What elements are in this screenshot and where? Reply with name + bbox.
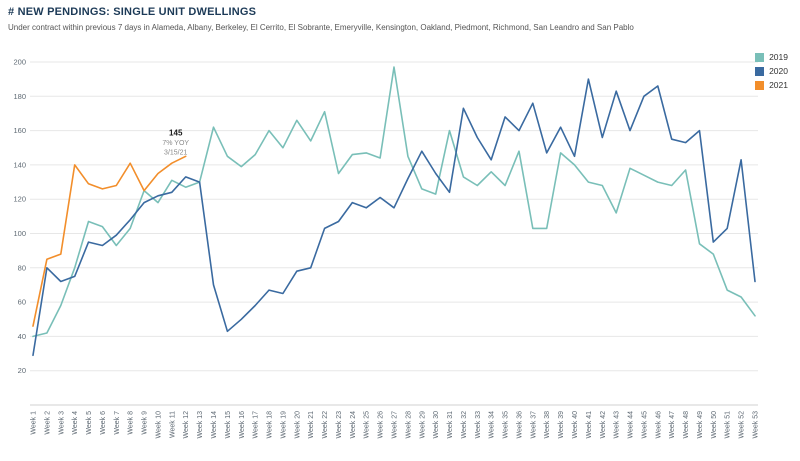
- x-tick-label: Week 21: [308, 411, 315, 439]
- x-tick-label: Week 15: [225, 411, 232, 439]
- x-tick-label: Week 13: [197, 411, 204, 439]
- x-tick-label: Week 34: [489, 411, 496, 439]
- x-tick-label: Week 19: [280, 411, 287, 439]
- annotation-date: 3/15/21: [164, 149, 187, 156]
- y-tick-label: 200: [13, 58, 26, 67]
- x-tick-label: Week 17: [253, 411, 260, 439]
- chart-subtitle: Under contract within previous 7 days in…: [8, 23, 634, 32]
- x-tick-label: Week 50: [711, 411, 718, 439]
- legend-item-2020[interactable]: 2020: [755, 66, 788, 76]
- x-tick-label: Week 47: [669, 411, 676, 439]
- legend-label-2020: 2020: [769, 66, 788, 76]
- legend-label-2019: 2019: [769, 52, 788, 62]
- x-tick-label: Week 38: [544, 411, 551, 439]
- y-tick-label: 80: [18, 263, 26, 272]
- series-line-2020[interactable]: [32, 78, 756, 357]
- x-tick-label: Week 33: [475, 411, 482, 439]
- x-tick-label: Week 8: [128, 411, 135, 435]
- x-tick-label: Week 35: [503, 411, 510, 439]
- x-tick-label: Week 20: [294, 411, 301, 439]
- x-tick-label: Week 7: [114, 411, 121, 435]
- x-tick-label: Week 11: [169, 411, 176, 438]
- x-tick-label: Week 41: [586, 411, 593, 439]
- x-tick-label: Week 44: [628, 411, 635, 439]
- y-tick-label: 100: [13, 229, 26, 238]
- x-tick-label: Week 9: [142, 411, 149, 435]
- x-tick-label: Week 12: [183, 411, 190, 439]
- legend-item-2021[interactable]: 2021: [755, 80, 788, 90]
- x-tick-label: Week 51: [725, 411, 732, 439]
- x-tick-label: Week 27: [392, 411, 399, 439]
- legend-swatch-2019: [755, 52, 765, 62]
- x-tick-label: Week 1: [31, 411, 38, 435]
- x-tick-label: Week 25: [364, 411, 371, 439]
- x-tick-label: Week 2: [44, 411, 51, 435]
- x-tick-label: Week 26: [378, 411, 385, 439]
- y-tick-label: 180: [13, 92, 26, 101]
- y-tick-label: 40: [18, 332, 26, 341]
- chart-header: # NEW PENDINGS: SINGLE UNIT DWELLINGS Un…: [8, 6, 634, 32]
- legend-swatch-2021: [755, 80, 765, 90]
- series-line-2021[interactable]: [32, 155, 187, 327]
- x-tick-label: Week 22: [322, 411, 329, 439]
- x-tick-label: Week 49: [697, 411, 704, 439]
- y-tick-label: 120: [13, 195, 26, 204]
- legend-swatch-2020: [755, 66, 765, 76]
- x-tick-label: Week 28: [405, 411, 412, 439]
- annotation-yoy: 7% YOY: [162, 140, 189, 147]
- x-tick-label: Week 24: [350, 411, 357, 439]
- x-tick-label: Week 29: [419, 411, 426, 439]
- x-tick-label: Week 5: [86, 411, 93, 435]
- x-tick-label: Week 37: [530, 411, 537, 439]
- x-tick-label: Week 32: [461, 411, 468, 439]
- x-tick-label: Week 14: [211, 411, 218, 439]
- chart-title: # NEW PENDINGS: SINGLE UNIT DWELLINGS: [8, 6, 257, 18]
- y-tick-label: 140: [13, 160, 26, 169]
- annotation-value: 145: [169, 128, 183, 137]
- legend-label-2021: 2021: [769, 80, 788, 90]
- y-tick-label: 60: [18, 298, 26, 307]
- x-tick-label: Week 6: [100, 411, 107, 435]
- x-tick-label: Week 43: [614, 411, 621, 439]
- x-tick-label: Week 36: [516, 411, 523, 439]
- x-tick-label: Week 52: [739, 411, 746, 439]
- x-tick-label: Week 18: [267, 411, 274, 439]
- x-tick-label: Week 46: [655, 411, 662, 439]
- x-tick-label: Week 16: [239, 411, 246, 439]
- x-tick-label: Week 23: [336, 411, 343, 439]
- x-tick-label: Week 31: [447, 411, 454, 439]
- legend-item-2019[interactable]: 2019: [755, 52, 788, 62]
- x-tick-label: Week 30: [433, 411, 440, 439]
- legend: 2019 2020 2021: [755, 52, 788, 94]
- x-tick-label: Week 4: [72, 411, 79, 435]
- x-tick-label: Week 42: [600, 411, 607, 439]
- series-line-2019[interactable]: [32, 66, 756, 338]
- x-tick-label: Week 45: [641, 411, 648, 439]
- x-tick-label: Week 48: [683, 411, 690, 439]
- x-tick-label: Week 39: [558, 411, 565, 439]
- y-tick-label: 20: [18, 366, 26, 375]
- x-tick-label: Week 53: [753, 411, 760, 439]
- x-tick-label: Week 40: [572, 411, 579, 439]
- x-tick-label: Week 10: [155, 411, 162, 439]
- y-tick-label: 160: [13, 126, 26, 135]
- x-tick-label: Week 3: [58, 411, 65, 435]
